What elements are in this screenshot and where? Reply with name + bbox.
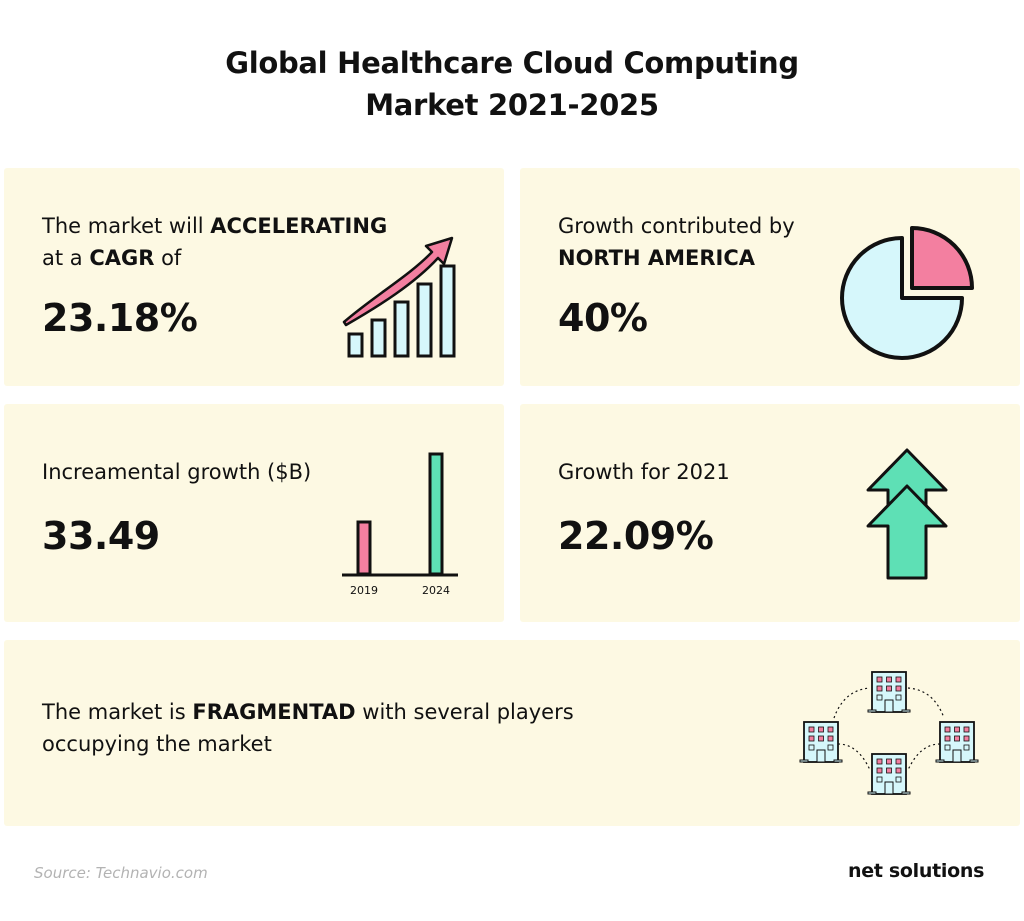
tick-label-2019: 2019 [350,584,378,597]
cagr-text-line-1: The market will ACCELERATING [42,210,387,242]
incremental-growth-card: Increamental growth ($B) 33.49 2019 2024 [4,404,504,622]
na-text-line-2: NORTH AMERICA [558,242,755,274]
north-america-card: Growth contributed by NORTH AMERICA 40% [520,168,1020,386]
fragmented-card: The market is FRAGMENTAD with several pl… [4,640,1020,826]
title-line-2: Market 2021-2025 [365,88,659,122]
cagr-text-pre: The market will [42,214,211,238]
fragmented-text-line-2: occupying the market [42,732,272,756]
cagr-text-line-2: at a CAGR of [42,242,181,274]
incremental-bar-chart: 2019 2024 [342,452,458,597]
pie-chart-icon [840,226,974,360]
buildings-network-icon [799,671,979,795]
growth-2021-card: Growth for 2021 22.09% [520,404,1020,622]
source-note: Source: Technavio.com [34,864,208,882]
cagr-text-bold: ACCELERATING [210,214,388,238]
na-text-bold: NORTH AMERICA [558,246,756,270]
page-title: Global Healthcare Cloud Computing Market… [0,42,1024,126]
cagr-card: The market will ACCELERATING at a CAGR o… [4,168,504,386]
fragmented-text-bold: FRAGMENTAD [192,700,356,724]
incremental-value: 33.49 [42,514,160,558]
growth-2021-text: Growth for 2021 [558,460,730,484]
growth-bar-arrow-icon [342,236,456,358]
brand-logo: net solutions [848,860,985,882]
double-up-arrow-icon [866,448,948,580]
fragmented-text-pre: The market is [42,700,193,724]
na-text-line-1: Growth contributed by [558,214,795,238]
title-line-1: Global Healthcare Cloud Computing [225,46,799,80]
fragmented-text-line-1: The market is FRAGMENTAD with several pl… [42,696,574,728]
tick-label-2024: 2024 [422,584,450,597]
incremental-text: Increamental growth ($B) [42,460,312,484]
bar-2019 [356,520,372,576]
fragmented-text-post: with several players [355,700,574,724]
cagr-text-line2-pre: at a [42,246,90,270]
bar-2024 [428,452,444,576]
cagr-text-line2-post: of [154,246,182,270]
na-value: 40% [558,296,648,340]
growth-2021-value: 22.09% [558,514,714,558]
cagr-value: 23.18% [42,296,198,340]
cagr-text-line2-bold: CAGR [89,246,155,270]
